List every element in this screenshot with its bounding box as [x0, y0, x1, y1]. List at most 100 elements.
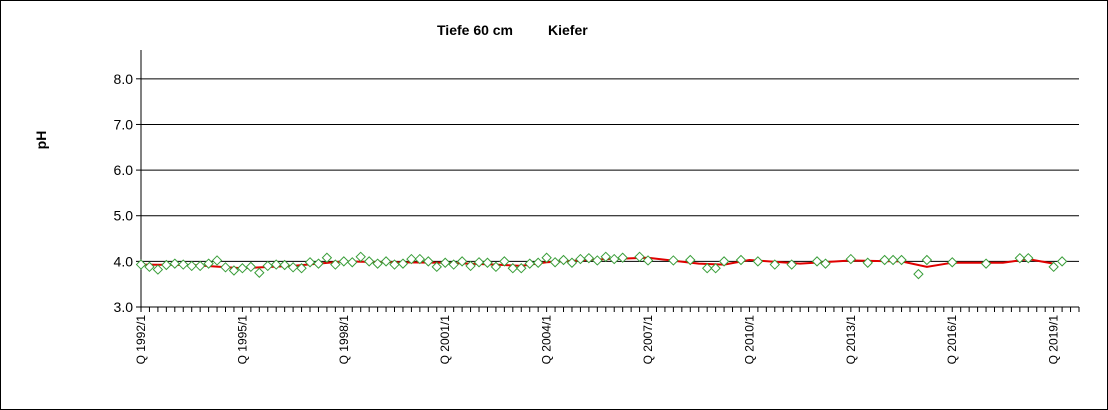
data-point [718, 256, 730, 267]
data-point [423, 256, 434, 267]
gridlines [141, 78, 1079, 262]
y-tick-label: 7.0 [114, 116, 134, 132]
data-point [347, 257, 358, 268]
data-point [178, 259, 189, 270]
data-point [617, 252, 628, 263]
data-point [642, 255, 654, 266]
chart-title-depth: Tiefe 60 cm [437, 22, 513, 38]
data-point [296, 263, 307, 274]
data-point [685, 254, 696, 266]
data-point [262, 260, 273, 272]
x-tick-label: Q 2010/1 [742, 315, 756, 365]
data-point [321, 252, 333, 263]
data-point [592, 255, 603, 266]
data-point [811, 256, 823, 267]
data-point [879, 254, 890, 266]
x-tick-label: Q 1998/1 [337, 315, 351, 365]
x-tick-label: Q 1995/1 [235, 315, 249, 365]
data-point [279, 259, 290, 271]
data-point [1023, 252, 1034, 264]
data-point [507, 263, 519, 274]
data-point [237, 263, 248, 274]
data-point [575, 253, 586, 265]
data-point [786, 259, 797, 270]
data-point [820, 258, 831, 269]
data-point [980, 258, 992, 269]
chart-title-species: Kiefer [548, 22, 588, 38]
data-point [414, 253, 426, 265]
data-point [355, 251, 366, 263]
data-point [448, 259, 459, 270]
data-point [583, 252, 595, 264]
data-point [397, 258, 409, 269]
x-tick-label: Q 2013/1 [844, 315, 858, 365]
x-tick-label: Q 2001/1 [438, 315, 452, 365]
data-point [921, 254, 933, 266]
data-point [566, 257, 578, 268]
y-tick-label: 6.0 [114, 162, 134, 178]
x-tick-label: Q 1992/1 [134, 315, 148, 365]
data-point [389, 259, 400, 270]
data-point [220, 262, 231, 273]
data-point [372, 258, 383, 269]
x-tick-label: Q 2004/1 [540, 315, 554, 365]
y-tick-labels: 3.0 4.0 5.0 6.0 7.0 8.0 [114, 71, 134, 315]
data-point [456, 256, 468, 267]
data-point [338, 256, 350, 267]
data-point [431, 261, 442, 273]
data-point [668, 255, 679, 266]
data-point [363, 256, 375, 267]
y-tick-label: 8.0 [114, 71, 134, 87]
data-point [482, 257, 493, 268]
data-point [1056, 256, 1068, 267]
data-point [440, 257, 451, 268]
data-point [600, 251, 611, 263]
data-point [330, 259, 341, 270]
data-point [490, 261, 502, 273]
data-point [549, 257, 561, 268]
data-point [406, 253, 417, 265]
data-point [896, 254, 907, 266]
data-point [752, 256, 764, 267]
y-tick-label: 5.0 [114, 208, 134, 224]
data-point [465, 260, 476, 272]
data-point [304, 257, 316, 268]
data-point [769, 259, 780, 270]
data-point [287, 262, 299, 273]
data-point [380, 256, 392, 267]
x-tick-label: Q 2016/1 [945, 315, 959, 365]
data-point [947, 257, 958, 268]
data-point [186, 260, 197, 272]
data-point [169, 258, 181, 269]
axes [136, 50, 1080, 312]
data-point [161, 259, 172, 271]
data-point [609, 253, 620, 265]
data-point [541, 252, 552, 263]
data-point [845, 253, 857, 265]
data-point [558, 254, 569, 266]
data-point [710, 263, 721, 274]
data-point [271, 259, 282, 270]
data-point [228, 265, 240, 276]
data-point [735, 254, 747, 266]
y-axis-label: pH [33, 131, 49, 150]
data-points [135, 251, 1068, 280]
data-point [194, 260, 206, 272]
data-point [862, 257, 873, 268]
data-point [211, 255, 223, 266]
data-point [254, 267, 265, 278]
data-point [524, 258, 535, 269]
y-tick-label: 3.0 [114, 299, 134, 315]
data-point [499, 256, 510, 267]
x-tick-labels: Q 1992/1 Q 1995/1 Q 1998/1 Q 2001/1 Q 2004/1… [134, 315, 1061, 365]
data-point [701, 263, 713, 274]
data-point [203, 258, 214, 269]
data-point [313, 258, 324, 269]
data-point [516, 263, 527, 274]
data-point [913, 268, 924, 280]
x-tick-label: Q 2019/1 [1047, 315, 1061, 365]
data-point [887, 254, 899, 266]
y-tick-label: 4.0 [114, 253, 134, 269]
data-point [1014, 252, 1026, 264]
